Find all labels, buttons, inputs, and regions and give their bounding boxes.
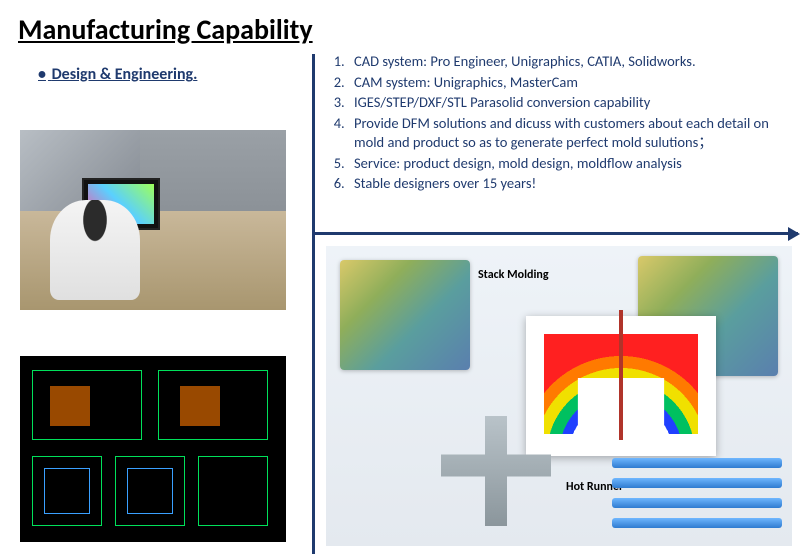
capabilities-list: CAD system: Pro Engineer, Unigraphics, C…	[320, 52, 790, 195]
capability-item: IGES/STEP/DXF/STL Parasolid conversion c…	[348, 93, 790, 113]
page-title: Manufacturing Capability	[0, 0, 800, 47]
vertical-divider	[312, 54, 315, 554]
fea-analysis-image	[526, 316, 716, 456]
subtitle-dot: .	[193, 65, 197, 84]
hot-runner-pipes	[612, 452, 782, 532]
capability-item: Provide DFM solutions and dicuss with cu…	[348, 114, 790, 153]
capability-item: CAM system: Unigraphics, MasterCam	[348, 73, 790, 93]
mold-render-1	[340, 260, 470, 370]
mold-gallery: Stack Molding Hot Runner	[326, 246, 792, 546]
office-photo	[20, 130, 286, 310]
capability-item: Service: product design, mold design, mo…	[348, 154, 790, 174]
capability-item: CAD system: Pro Engineer, Unigraphics, C…	[348, 52, 790, 72]
label-stack-molding: Stack Molding	[478, 268, 549, 282]
horizontal-arrow	[312, 232, 798, 235]
capability-item: Stable designers over 15 years!	[348, 174, 790, 194]
cad-drawing-image	[20, 356, 286, 542]
subtitle-text: Design & Engineering	[52, 65, 194, 84]
